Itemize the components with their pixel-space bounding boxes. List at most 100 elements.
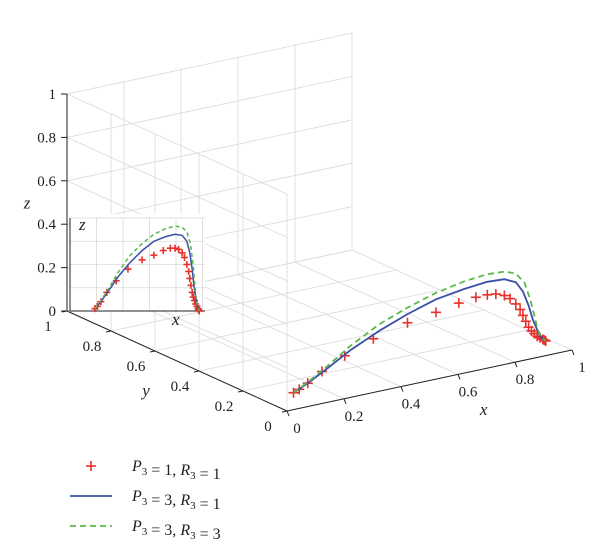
inset-data-point (181, 254, 189, 262)
legend-label-part: = 1 (196, 496, 221, 513)
chart-series (288, 270, 551, 398)
legend-label-part: = 3 (196, 526, 221, 543)
legend-entry-0: P3 = 1, R3 = 1 (86, 458, 221, 483)
series-line-2 (292, 270, 547, 394)
chart-legend: P3 = 1, R3 = 1P3 = 3, R3 = 1P3 = 3, R3 =… (70, 458, 221, 543)
z-tick-label: 0.8 (37, 130, 56, 146)
legend-label-part: = 1, (147, 462, 180, 479)
data-point (505, 293, 516, 304)
legend-entry-2: P3 = 3, R3 = 3 (70, 518, 221, 543)
legend-label-part: 3 (190, 470, 196, 482)
legend-entry-1: P3 = 3, R3 = 1 (70, 488, 221, 513)
data-point (520, 316, 531, 327)
x-tick-label: 0.2 (345, 409, 364, 425)
data-point (517, 310, 528, 321)
z-tick-label: 0.6 (37, 174, 56, 190)
legend-label-part: R (179, 462, 190, 479)
back-wall-gridline (66, 32, 353, 95)
y-tick-mark (61, 310, 68, 313)
floor-gridline (180, 286, 402, 387)
legend-label: P3 = 3, R3 = 3 (131, 518, 221, 543)
data-point (540, 335, 551, 346)
z-axis-label: z (23, 194, 31, 213)
floor-gridline (242, 329, 529, 392)
legend-label-part: P (131, 518, 142, 535)
floor-gridline (294, 261, 516, 363)
inset-data-point (150, 251, 158, 259)
inset-data-point (183, 261, 191, 268)
inset-data-point (124, 265, 132, 273)
legend-label-part: R (179, 522, 190, 539)
data-point (453, 298, 464, 309)
legend-label-part: 3 (190, 500, 196, 512)
back-wall-gridline (66, 76, 353, 138)
floor-gridline (110, 269, 397, 332)
legend-label-part: 3 (142, 496, 148, 508)
data-point (470, 292, 481, 303)
data-point (510, 298, 521, 309)
legend-label-part: = 1 (196, 466, 221, 483)
data-point (431, 307, 441, 318)
y-tick-label: 0.8 (83, 339, 102, 355)
legend-label-part: 3 (190, 530, 196, 542)
legend-label-part: 3 (142, 526, 148, 538)
data-point (515, 304, 526, 315)
data-point (482, 289, 493, 300)
series-markers-0 (288, 289, 551, 398)
y-tick-label: 0 (264, 419, 272, 435)
inset-data-point (159, 247, 167, 255)
x-tick-mark (571, 349, 575, 356)
data-point (490, 289, 501, 300)
z-tick-label: 1 (49, 87, 57, 103)
floor-gridline (154, 289, 441, 352)
y-tick-mark (237, 390, 244, 393)
floor-gridline (198, 309, 485, 372)
inset-background (70, 214, 205, 311)
inset-data-point (171, 244, 179, 252)
data-point (288, 387, 299, 398)
chart-3d-axes (61, 93, 575, 417)
legend-label-part: 3 (142, 466, 148, 478)
inset-z-label: z (78, 215, 86, 234)
x-tick-label: 0.4 (402, 397, 421, 413)
chart-tick-labels: 00.20.40.60.8100.20.40.60.8100.20.40.60.… (37, 87, 586, 437)
x-tick-label: 0.8 (516, 372, 535, 388)
y-axis-label: y (140, 381, 150, 400)
y-tick-label: 1 (44, 319, 52, 335)
legend-label-part: = 3, (147, 492, 180, 509)
x-tick-mark (343, 398, 347, 404)
x-tick-mark (457, 374, 461, 380)
y-tick-label: 0.6 (127, 359, 146, 375)
y-tick-mark (105, 330, 112, 333)
x-tick-mark (514, 362, 518, 368)
z-tick-label: 0 (49, 304, 57, 320)
x-tick-mark (400, 386, 404, 392)
side-wall-gridline (66, 137, 288, 238)
y-tick-label: 0.4 (171, 379, 190, 395)
legend-label: P3 = 1, R3 = 1 (131, 458, 221, 483)
z-tick-label: 0.4 (37, 217, 56, 233)
legend-label-part: P (131, 488, 142, 505)
chart-axis-labels: x y z (23, 194, 488, 420)
legend-marker (86, 461, 96, 471)
floor-gridline (237, 274, 459, 375)
y-tick-mark (149, 350, 156, 353)
x-axis-line (286, 349, 573, 412)
inset-data-point (138, 256, 146, 264)
x-axis-label: x (479, 400, 488, 419)
data-point (402, 317, 413, 328)
inset-data-point (178, 249, 186, 257)
data-point (499, 290, 510, 301)
x-tick-mark (286, 410, 290, 417)
y-axis-line (66, 310, 288, 412)
legend-label-part: R (179, 492, 190, 509)
chart-inset: zx (69, 214, 205, 329)
z-tick-label: 0.2 (37, 261, 56, 277)
inset-series-line-2 (94, 225, 200, 312)
back-wall-gridline (66, 119, 353, 182)
legend-label-part: = 3, (147, 522, 180, 539)
inset-data-point (175, 245, 183, 253)
legend-label-part: P (131, 458, 142, 475)
side-wall-gridline (66, 93, 288, 195)
